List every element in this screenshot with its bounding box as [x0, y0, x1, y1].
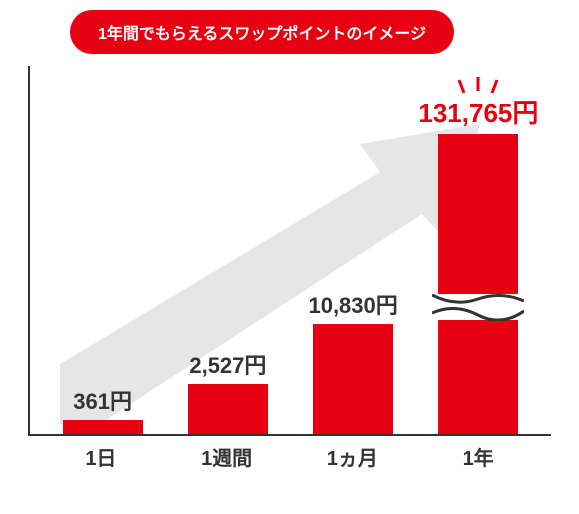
bar-column: 2,527円	[178, 66, 278, 434]
plot-area: 361円 2,527円 10,830円 131,765円	[28, 66, 551, 436]
bar-column: 131,765円	[428, 66, 528, 434]
bar-value-label: 2,527円	[189, 348, 266, 380]
bar-value-label: 131,765円	[418, 93, 538, 130]
bar	[313, 324, 393, 434]
x-axis-label: 1年	[428, 442, 528, 471]
x-axis-label: 1週間	[177, 442, 277, 471]
bar-segment-bottom	[438, 320, 518, 434]
bar-value-label: 361円	[73, 384, 132, 416]
x-axis: 1日 1週間 1ヵ月 1年	[28, 436, 551, 476]
bar-column: 361円	[53, 66, 153, 434]
bars-group: 361円 2,527円 10,830円 131,765円	[30, 66, 551, 434]
bar-segment-top	[438, 134, 518, 294]
bar	[188, 384, 268, 434]
bar-break-icon	[438, 294, 518, 320]
x-axis-label: 1ヵ月	[302, 442, 402, 471]
emphasis-rays-icon	[456, 77, 500, 95]
x-axis-label: 1日	[51, 442, 151, 471]
bar	[63, 420, 143, 434]
chart-title-badge: 1年間でもらえるスワップポイントのイメージ	[70, 10, 454, 54]
bar-column: 10,830円	[303, 66, 403, 434]
bar-value-label: 10,830円	[308, 288, 397, 320]
chart-container: 361円 2,527円 10,830円 131,765円 1日 1週間 1ヵ月 1年	[28, 66, 551, 476]
